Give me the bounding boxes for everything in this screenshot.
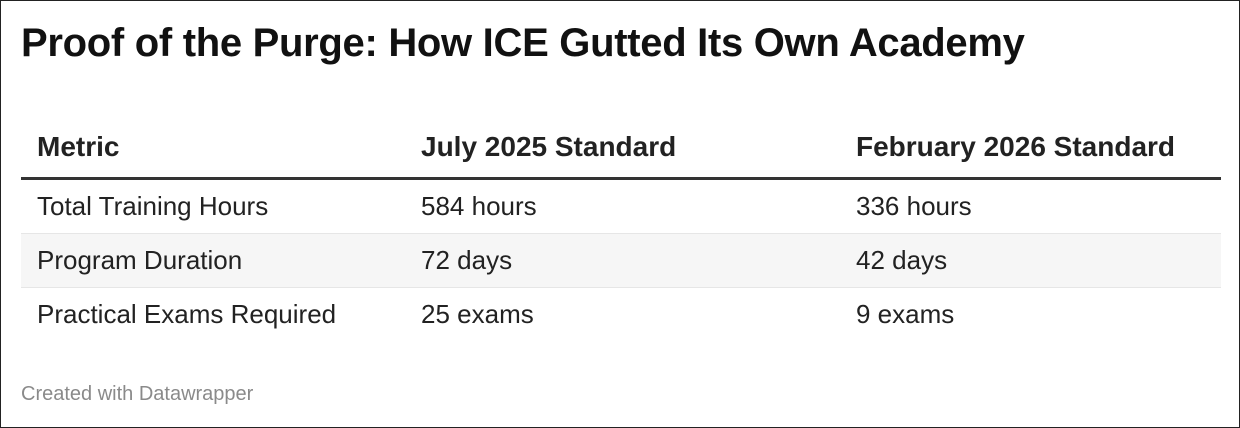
table-row: Practical Exams Required 25 exams 9 exams [21,288,1221,342]
table-row: Total Training Hours 584 hours 336 hours [21,178,1221,234]
table-body: Total Training Hours 584 hours 336 hours Pr… [21,178,1221,342]
header-row: Metric July 2025 Standard February 2026 St… [21,117,1221,180]
title: Proof of the Purge: How ICE Gutted Its O… [21,21,1025,65]
table-cell: Program Duration [21,233,405,288]
table-cell: 42 days [840,233,1221,288]
header-cell: Metric [21,117,405,180]
header-cell: February 2026 Standard [840,117,1221,180]
table-cell: 584 hours [405,178,840,234]
table-cell: 25 exams [421,299,534,329]
table-cell: 9 exams [856,299,955,329]
footer-credit: Created with Datawrapper [21,383,254,405]
table-row: Program Duration 72 days 42 days [21,233,1221,288]
data-table: Metric July 2025 Standard February 2026 St… [21,117,1221,341]
table-cell: Practical Exams Required [37,299,337,329]
table-cell: 72 days [405,233,840,288]
header-cell: July 2025 Standard [405,117,840,180]
table-cell: 336 hours [840,178,1221,234]
table-cell: Total Training Hours [21,178,405,234]
